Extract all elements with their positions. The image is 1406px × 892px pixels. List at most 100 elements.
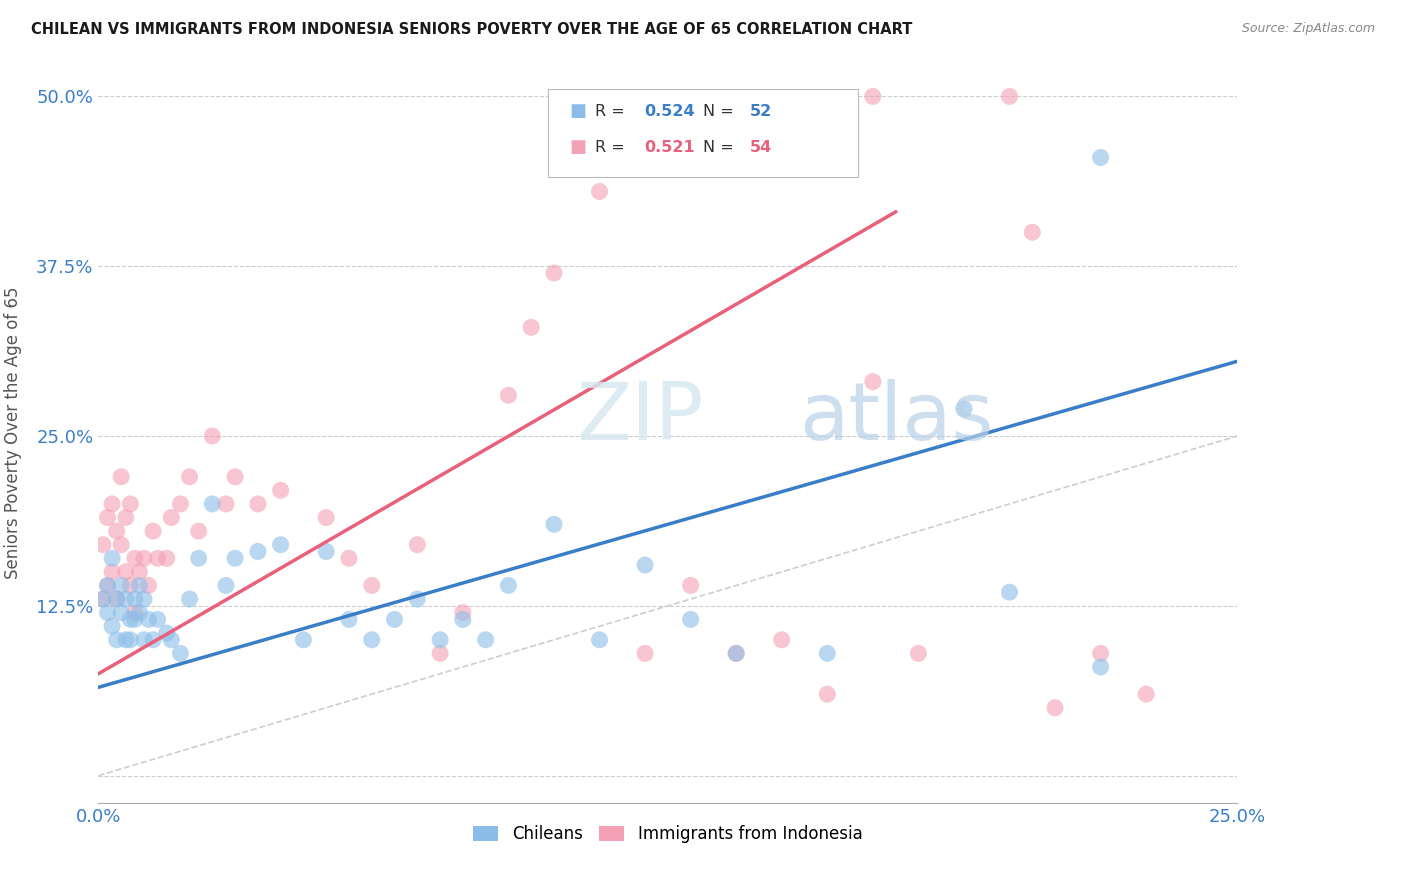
Text: N =: N =: [703, 104, 740, 119]
Point: [679, 578, 702, 592]
Point: [120, 578, 142, 592]
Point: [360, 632, 382, 647]
Point: [114, 632, 136, 647]
Point: [520, 320, 543, 334]
Point: [1090, 660, 1112, 674]
Point: [201, 429, 224, 443]
Point: [337, 551, 360, 566]
Text: R =: R =: [595, 140, 630, 154]
Point: [142, 632, 165, 647]
Text: N =: N =: [703, 140, 740, 154]
Point: [160, 510, 183, 524]
Text: 0.524: 0.524: [644, 104, 695, 119]
Point: [105, 592, 128, 607]
Point: [114, 565, 136, 579]
Point: [543, 266, 565, 280]
Point: [1090, 151, 1112, 165]
Point: [160, 632, 183, 647]
Text: ■: ■: [569, 103, 586, 120]
Point: [634, 558, 657, 572]
Legend: Chileans, Immigrants from Indonesia: Chileans, Immigrants from Indonesia: [467, 819, 869, 850]
Point: [105, 524, 128, 538]
Point: [124, 606, 146, 620]
Point: [315, 544, 337, 558]
Point: [215, 578, 238, 592]
Point: [270, 483, 292, 498]
Point: [270, 538, 292, 552]
Point: [96, 578, 118, 592]
Point: [588, 185, 610, 199]
Text: atlas: atlas: [799, 379, 993, 457]
Point: [224, 551, 246, 566]
Point: [451, 606, 474, 620]
Point: [101, 619, 124, 633]
Point: [110, 578, 132, 592]
Point: [634, 646, 657, 660]
Point: [146, 612, 169, 626]
Point: [862, 89, 884, 103]
Point: [124, 592, 146, 607]
Point: [725, 646, 748, 660]
Point: [156, 551, 179, 566]
Point: [998, 585, 1021, 599]
Text: 0.521: 0.521: [644, 140, 695, 154]
Point: [588, 632, 610, 647]
Point: [179, 592, 201, 607]
Point: [953, 401, 976, 416]
Point: [101, 551, 124, 566]
Point: [128, 606, 150, 620]
Point: [725, 646, 748, 660]
Point: [1021, 225, 1043, 239]
Point: [114, 592, 136, 607]
Point: [384, 612, 406, 626]
Point: [187, 551, 209, 566]
Point: [96, 510, 118, 524]
Point: [337, 612, 360, 626]
Point: [110, 606, 132, 620]
Point: [498, 578, 520, 592]
Point: [105, 632, 128, 647]
Point: [679, 612, 702, 626]
Point: [96, 578, 118, 592]
Point: [201, 497, 224, 511]
Text: CHILEAN VS IMMIGRANTS FROM INDONESIA SENIORS POVERTY OVER THE AGE OF 65 CORRELAT: CHILEAN VS IMMIGRANTS FROM INDONESIA SEN…: [31, 22, 912, 37]
Point: [406, 592, 429, 607]
Point: [96, 606, 118, 620]
Point: [1135, 687, 1157, 701]
Point: [132, 592, 155, 607]
Point: [1090, 646, 1112, 660]
Point: [128, 578, 150, 592]
Point: [124, 612, 146, 626]
Point: [179, 469, 201, 483]
Point: [132, 551, 155, 566]
Point: [110, 538, 132, 552]
Point: [246, 544, 269, 558]
Point: [451, 612, 474, 626]
Point: [156, 626, 179, 640]
Point: [120, 497, 142, 511]
Point: [142, 524, 165, 538]
Point: [998, 89, 1021, 103]
Point: [429, 632, 451, 647]
Point: [815, 646, 838, 660]
Point: [215, 497, 238, 511]
Point: [91, 538, 114, 552]
Text: ■: ■: [569, 138, 586, 156]
Point: [169, 497, 191, 511]
Point: [91, 592, 114, 607]
Text: 54: 54: [749, 140, 772, 154]
Text: Source: ZipAtlas.com: Source: ZipAtlas.com: [1241, 22, 1375, 36]
Text: 52: 52: [749, 104, 772, 119]
Point: [907, 646, 929, 660]
Point: [770, 632, 793, 647]
Point: [406, 538, 429, 552]
Point: [124, 551, 146, 566]
Point: [246, 497, 269, 511]
Point: [138, 578, 160, 592]
Point: [91, 592, 114, 607]
Point: [815, 687, 838, 701]
Point: [132, 632, 155, 647]
Text: R =: R =: [595, 104, 630, 119]
Text: ZIP: ZIP: [576, 379, 704, 457]
Point: [315, 510, 337, 524]
